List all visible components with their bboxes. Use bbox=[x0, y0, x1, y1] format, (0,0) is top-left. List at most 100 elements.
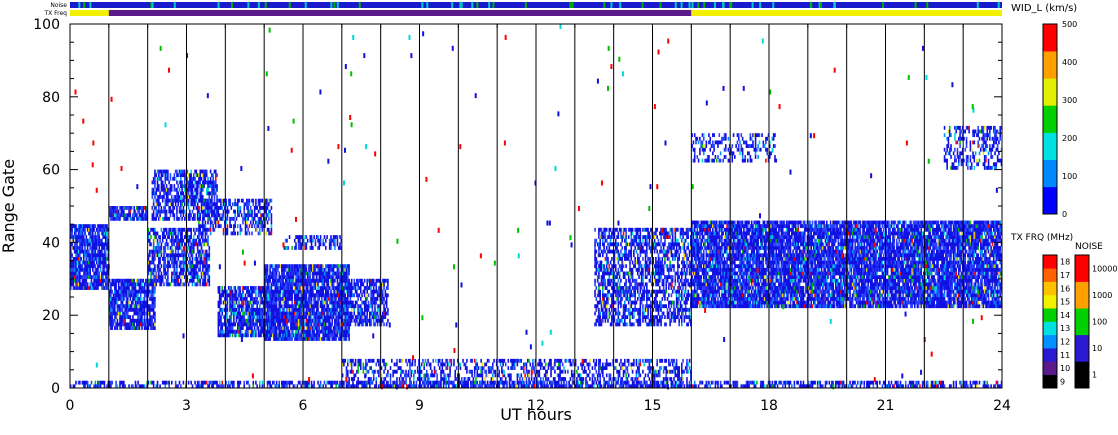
data-cell bbox=[104, 271, 107, 276]
data-cell bbox=[154, 286, 156, 290]
data-cell bbox=[203, 256, 205, 261]
data-cell bbox=[183, 187, 186, 192]
data-cell bbox=[347, 282, 349, 287]
data-cell bbox=[524, 384, 526, 389]
data-cell bbox=[243, 384, 246, 389]
data-cell bbox=[317, 315, 319, 320]
data-cell bbox=[315, 300, 318, 305]
data-cell bbox=[187, 282, 190, 287]
data-cell bbox=[300, 318, 302, 323]
data-cell bbox=[310, 300, 313, 305]
data-cell bbox=[344, 337, 347, 341]
data-cell bbox=[142, 322, 145, 327]
data-cell bbox=[326, 264, 328, 269]
data-cell bbox=[262, 322, 265, 327]
data-cell bbox=[213, 380, 216, 385]
data-cell bbox=[265, 202, 268, 207]
data-cell bbox=[199, 282, 202, 287]
data-cell bbox=[98, 278, 101, 283]
data-cell bbox=[222, 289, 225, 294]
data-cell bbox=[207, 384, 209, 389]
data-cell bbox=[123, 209, 125, 214]
data-cell bbox=[128, 326, 130, 330]
data-cell bbox=[145, 318, 147, 323]
data-cell bbox=[138, 322, 141, 327]
data-cell bbox=[335, 311, 337, 316]
data-cell bbox=[124, 216, 126, 221]
data-cell bbox=[110, 297, 112, 301]
data-cell bbox=[230, 304, 233, 309]
data-cell bbox=[203, 184, 205, 188]
data-cell bbox=[207, 256, 209, 261]
data-cell bbox=[102, 282, 104, 287]
data-cell bbox=[216, 384, 218, 389]
data-cell bbox=[653, 380, 656, 385]
data-cell bbox=[125, 326, 128, 330]
data-cell bbox=[138, 318, 141, 323]
data-cell bbox=[317, 246, 319, 250]
data-cell bbox=[296, 297, 299, 301]
data-cell bbox=[203, 282, 205, 287]
data-cell bbox=[299, 235, 301, 239]
data-cell bbox=[288, 293, 291, 298]
data-cell bbox=[147, 253, 150, 258]
data-cell bbox=[238, 318, 240, 323]
data-cell bbox=[79, 224, 81, 229]
data-cell bbox=[160, 195, 163, 199]
data-cell bbox=[191, 267, 194, 272]
data-cell bbox=[270, 326, 273, 330]
data-cell bbox=[278, 271, 280, 276]
data-cell bbox=[248, 300, 251, 305]
data-cell bbox=[158, 187, 160, 192]
data-cell bbox=[257, 329, 260, 334]
data-cell bbox=[94, 267, 97, 272]
data-cell bbox=[371, 307, 374, 312]
data-cell bbox=[226, 329, 229, 334]
data-cell bbox=[89, 271, 92, 276]
data-cell bbox=[325, 297, 327, 301]
data-cell bbox=[71, 253, 73, 258]
data-cell bbox=[330, 307, 332, 312]
data-cell bbox=[148, 242, 151, 247]
data-cell bbox=[422, 380, 424, 385]
data-cell bbox=[273, 318, 275, 323]
data-cell bbox=[246, 307, 248, 312]
data-cell bbox=[349, 311, 352, 316]
data-cell bbox=[275, 326, 278, 330]
data-cell bbox=[242, 326, 244, 330]
data-cell bbox=[278, 304, 280, 309]
data-cell bbox=[182, 184, 185, 188]
data-cell bbox=[269, 326, 271, 330]
data-cell bbox=[191, 195, 194, 199]
data-cell bbox=[104, 286, 107, 290]
data-cell bbox=[331, 333, 334, 338]
data-cell bbox=[99, 278, 102, 283]
data-cell bbox=[112, 297, 115, 301]
data-cell bbox=[274, 333, 277, 338]
data-cell bbox=[181, 267, 183, 272]
data-cell bbox=[159, 195, 161, 199]
data-cell bbox=[322, 238, 325, 243]
data-cell bbox=[318, 333, 321, 338]
data-cell bbox=[154, 180, 156, 185]
data-cell bbox=[93, 238, 95, 243]
data-cell bbox=[328, 275, 331, 279]
data-cell bbox=[192, 191, 195, 196]
data-cell bbox=[154, 246, 156, 250]
data-cell bbox=[264, 282, 266, 287]
data-cell bbox=[114, 304, 116, 309]
data-cell bbox=[71, 282, 73, 287]
data-cell bbox=[363, 318, 366, 323]
data-cell bbox=[180, 260, 182, 265]
data-cell bbox=[198, 227, 200, 232]
data-cell bbox=[229, 224, 231, 229]
data-cell bbox=[255, 380, 257, 385]
data-cell bbox=[282, 264, 284, 269]
data-cell bbox=[243, 315, 246, 320]
data-cell bbox=[180, 278, 182, 283]
data-cell bbox=[339, 307, 341, 312]
data-cell bbox=[287, 300, 290, 305]
data-cell bbox=[152, 311, 155, 316]
data-cell bbox=[163, 235, 165, 239]
data-cell bbox=[317, 333, 319, 338]
